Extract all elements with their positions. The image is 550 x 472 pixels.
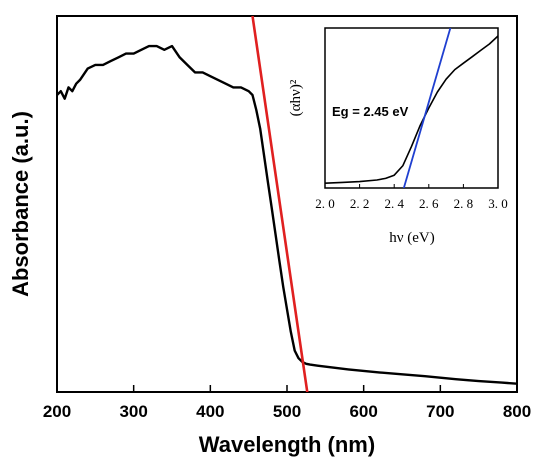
data-series-line — [57, 44, 517, 385]
inset-annotation: Eg = 2.45 eV — [332, 104, 409, 119]
x-tick-label: 200 — [43, 402, 71, 421]
x-tick-label: 700 — [426, 402, 454, 421]
inset-x-ticks: 2. 0 2. 2 2. 4 2. 6 2. 8 3. 0 — [315, 184, 508, 211]
x-tick-label: 2. 0 — [315, 196, 335, 211]
x-tick-label: 2. 6 — [419, 196, 439, 211]
inset-x-axis-title: hν (eV) — [389, 230, 435, 246]
x-tick-label: 800 — [503, 402, 531, 421]
linear-fit-line — [402, 28, 452, 188]
inset-series-group — [325, 28, 498, 188]
linear-fit-line — [251, 16, 309, 392]
x-tick-label: 2. 4 — [384, 196, 404, 211]
x-tick-label: 2. 8 — [454, 196, 474, 211]
main-y-axis-title: Absorbance (a.u.) — [8, 111, 33, 297]
x-tick-label: 300 — [119, 402, 147, 421]
main-series-group — [57, 16, 517, 392]
inset-y-axis-title: (αhν)² — [288, 79, 304, 116]
x-tick-label: 2. 2 — [350, 196, 370, 211]
x-tick-label: 600 — [349, 402, 377, 421]
x-tick-label: 500 — [273, 402, 301, 421]
x-tick-label: 3. 0 — [488, 196, 508, 211]
x-tick-label: 400 — [196, 402, 224, 421]
main-x-ticks: 200 300 400 500 600 700 800 — [43, 385, 531, 421]
main-x-axis-title: Wavelength (nm) — [199, 432, 375, 457]
